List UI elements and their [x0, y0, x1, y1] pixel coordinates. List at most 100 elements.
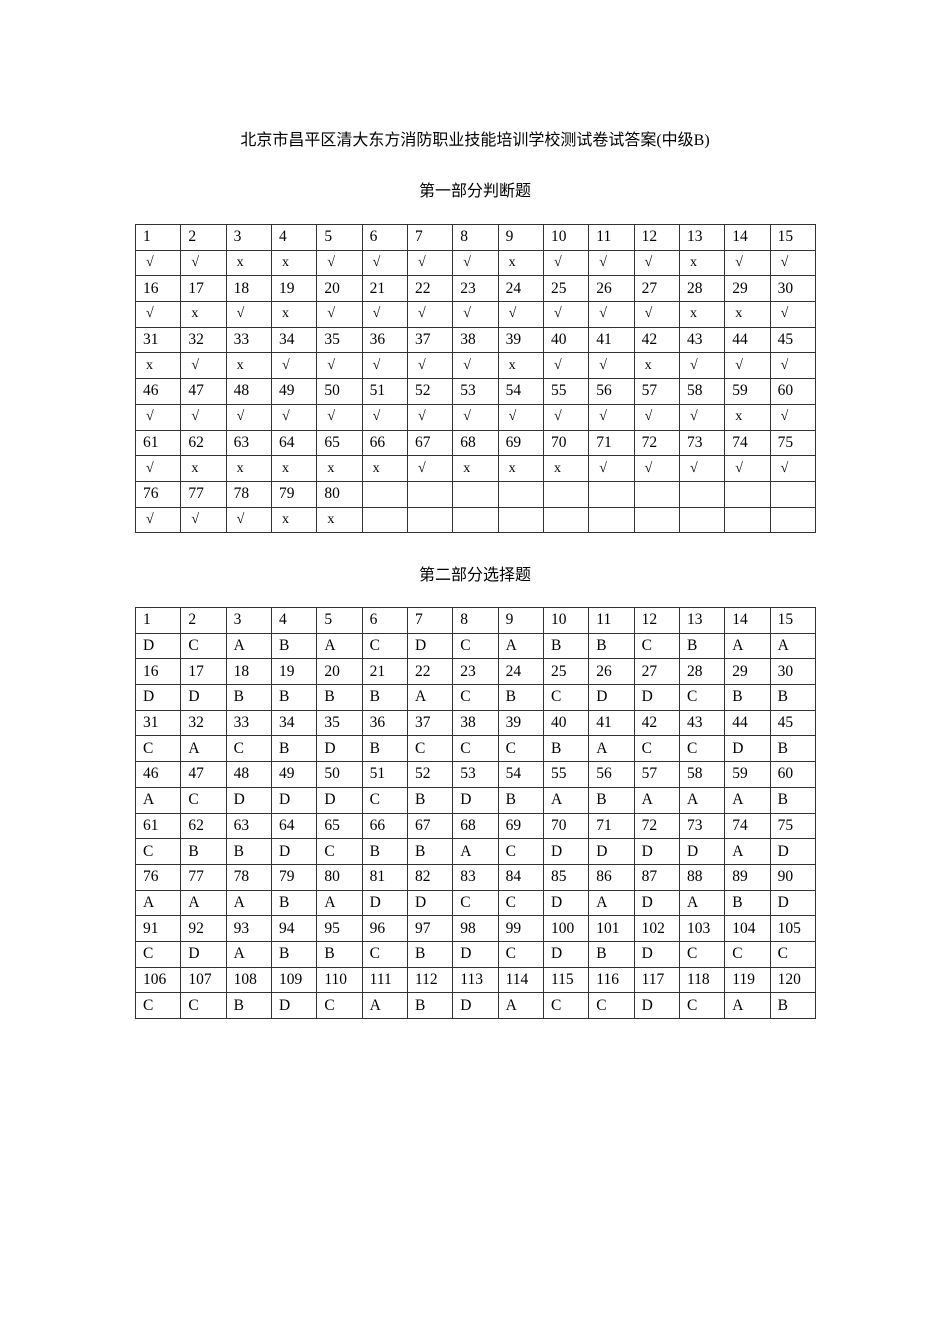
question-number-cell: 17 — [180, 275, 227, 303]
question-number-cell: 9 — [497, 607, 544, 634]
answer-cell: x — [225, 455, 272, 482]
question-number-cell: 4 — [270, 607, 318, 634]
answer-cell — [406, 506, 454, 534]
question-number-cell: 55 — [542, 761, 590, 788]
answer-cell: √ — [497, 301, 544, 328]
answer-cell: D — [633, 940, 680, 968]
question-number-cell: 39 — [497, 709, 544, 737]
question-number-row: 76 77 78 79 80 81 82 83 84 85 86 87 88 89 90 — [134, 863, 817, 891]
question-number-cell: 47 — [180, 378, 227, 405]
question-number-cell: 54 — [497, 761, 544, 788]
question-number-row: 16 17 18 19 20 21 22 23 24 25 26 27 28 29 30 — [134, 275, 817, 303]
answer-cell: D — [452, 786, 499, 814]
question-number-cell: 26 — [588, 658, 635, 686]
question-number-cell: 63 — [225, 429, 272, 457]
question-number-cell: 6 — [361, 224, 408, 251]
answer-cell: B — [225, 992, 272, 1019]
question-number-cell: 7 — [406, 224, 454, 251]
document-title: 北京市昌平区清大东方消防职业技能培训学校测试卷试答案(中级B) — [240, 132, 710, 149]
question-number-cell: 40 — [542, 709, 590, 737]
answer-cell: D — [769, 838, 817, 865]
question-number-cell: 74 — [724, 429, 771, 457]
answer-cell: B — [678, 632, 726, 660]
answer-cell: A — [724, 632, 771, 660]
answer-cell: C — [497, 940, 544, 968]
question-number-cell: 71 — [588, 812, 635, 840]
answer-cell: B — [225, 684, 272, 711]
question-number-cell: 20 — [316, 658, 363, 686]
answer-row: x √ x √ √ √ √ √ x √ √ x √ √ √ — [134, 352, 817, 380]
answer-cell: D — [633, 684, 680, 711]
answer-cell: D — [542, 940, 590, 968]
question-number-cell: 57 — [633, 761, 680, 788]
answer-cell: √ — [633, 403, 680, 431]
question-number-cell: 112 — [406, 966, 454, 994]
answer-cell: √ — [542, 403, 590, 431]
question-number-cell: 41 — [588, 709, 635, 737]
answer-cell: x — [270, 249, 318, 277]
question-number-cell: 33 — [225, 709, 272, 737]
question-number-cell: 105 — [769, 915, 817, 942]
answer-cell: B — [724, 889, 771, 917]
answer-cell: √ — [678, 455, 726, 482]
answer-cell: C — [134, 838, 182, 865]
question-number-cell: 60 — [769, 378, 817, 405]
question-number-cell: 70 — [542, 812, 590, 840]
answer-cell: √ — [542, 249, 590, 277]
answer-cell: √ — [316, 352, 363, 380]
answer-cell: C — [497, 889, 544, 917]
answer-cell: D — [270, 786, 318, 814]
answer-cell: x — [724, 403, 771, 431]
answer-cell — [452, 506, 499, 534]
question-number-cell: 65 — [316, 429, 363, 457]
answer-row: √ x √ x √ √ √ √ √ √ √ √ x x √ — [134, 301, 817, 328]
question-number-cell: 53 — [452, 378, 499, 405]
answer-cell: √ — [678, 403, 726, 431]
answer-cell: C — [361, 940, 408, 968]
answer-cell: A — [588, 735, 635, 763]
answer-cell: B — [225, 838, 272, 865]
answer-cell: x — [180, 455, 227, 482]
answer-cell: √ — [134, 455, 182, 482]
answer-cell: D — [270, 838, 318, 865]
answer-cell: B — [406, 786, 454, 814]
answer-cell: B — [406, 940, 454, 968]
answer-cell: C — [678, 735, 726, 763]
question-number-cell: 85 — [542, 863, 590, 891]
answer-cell — [724, 506, 771, 534]
question-number-cell: 68 — [452, 429, 499, 457]
question-number-cell: 43 — [678, 326, 726, 354]
answer-cell: B — [270, 632, 318, 660]
answer-cell: C — [225, 735, 272, 763]
answer-cell: A — [180, 889, 227, 917]
question-number-cell: 19 — [270, 658, 318, 686]
question-number-cell: 86 — [588, 863, 635, 891]
question-number-cell: 92 — [180, 915, 227, 942]
answer-cell: x — [724, 301, 771, 328]
question-number-cell: 78 — [225, 863, 272, 891]
question-number-cell: 34 — [270, 326, 318, 354]
question-number-cell: 57 — [633, 378, 680, 405]
question-number-cell: 25 — [542, 275, 590, 303]
question-number-cell: 67 — [406, 812, 454, 840]
question-number-cell: 68 — [452, 812, 499, 840]
question-number-cell: 1 — [134, 224, 182, 251]
answer-cell: x — [452, 455, 499, 482]
question-number-cell: 110 — [316, 966, 363, 994]
answer-cell: √ — [180, 506, 227, 534]
answer-cell: √ — [724, 455, 771, 482]
question-number-cell: 99 — [497, 915, 544, 942]
question-number-cell: 35 — [316, 709, 363, 737]
question-number-cell: 82 — [406, 863, 454, 891]
answer-cell: x — [542, 455, 590, 482]
answer-cell: B — [270, 889, 318, 917]
question-number-cell: 37 — [406, 326, 454, 354]
question-number-cell: 26 — [588, 275, 635, 303]
question-number-cell: 78 — [225, 480, 272, 508]
answer-cell: C — [633, 735, 680, 763]
question-number-cell: 60 — [769, 761, 817, 788]
answer-cell — [678, 506, 726, 534]
answer-cell: √ — [180, 352, 227, 380]
